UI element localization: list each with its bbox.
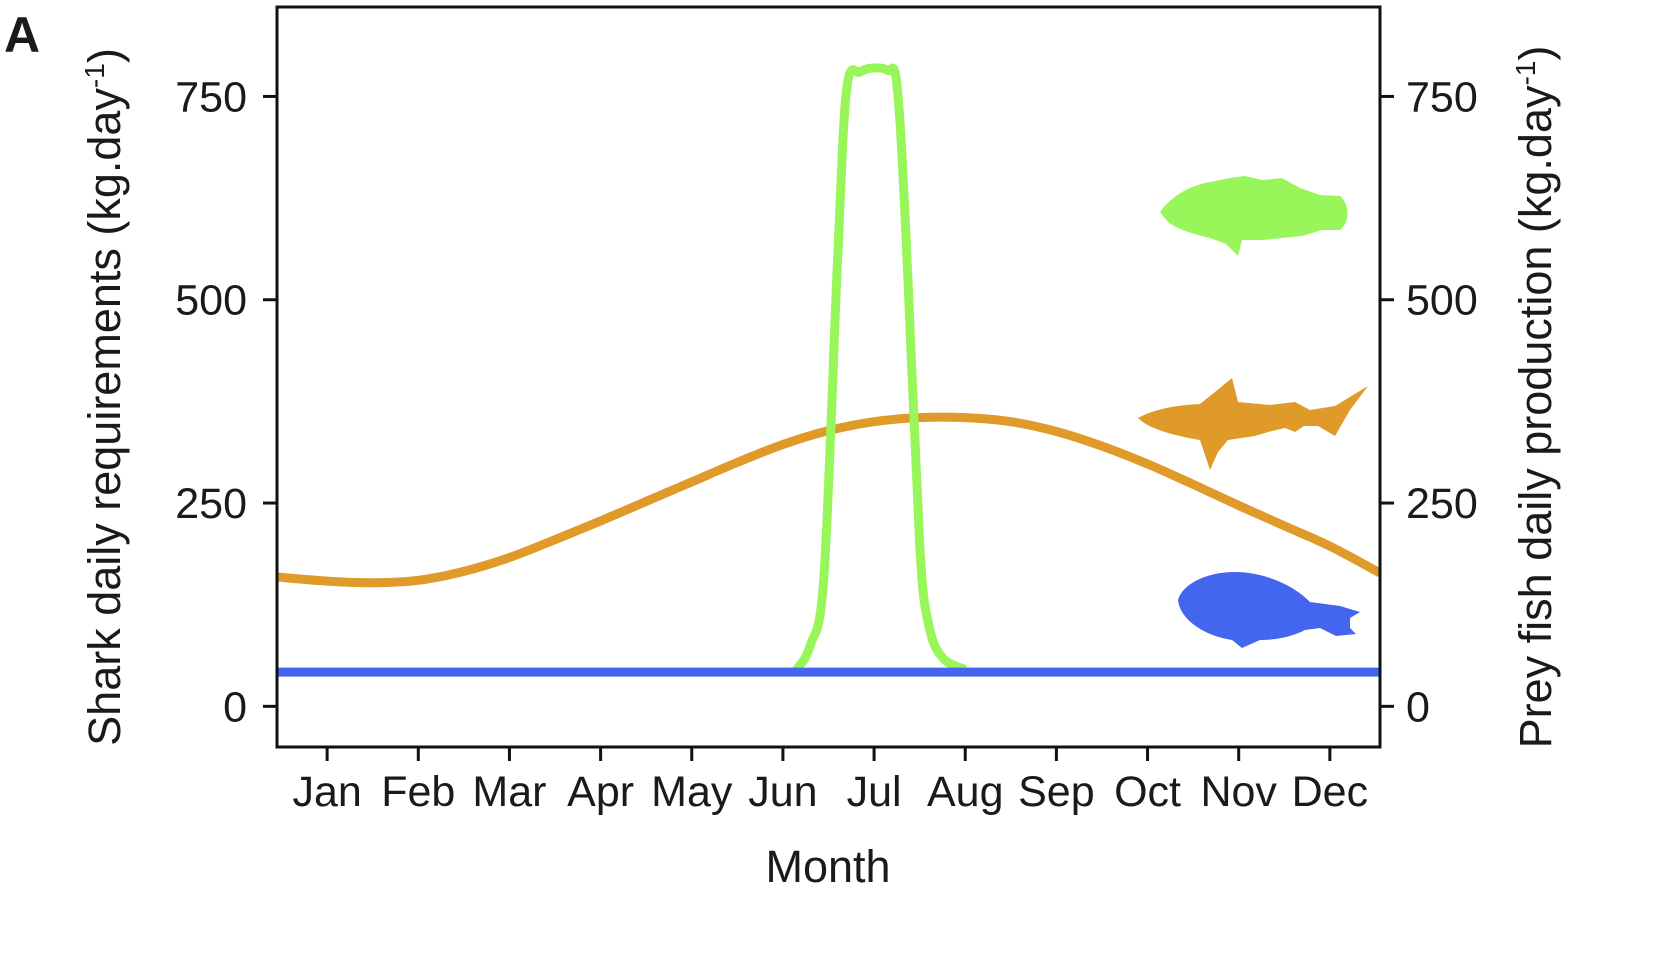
plot-frame bbox=[275, 5, 1382, 749]
y-right-tick-label: 750 bbox=[1406, 73, 1478, 121]
y-axis-right-title-superscript: -1 bbox=[1510, 61, 1541, 86]
x-tick-label: Sep bbox=[1018, 768, 1095, 816]
x-axis: Jan Feb Mar Apr May Jun Jul Aug Sep Oct Nov Dec bbox=[292, 747, 1368, 816]
x-tick-label: Oct bbox=[1114, 768, 1181, 816]
series-layer bbox=[276, 63, 1383, 677]
y-axis-right-title-close: ) bbox=[1510, 46, 1561, 61]
y-left-tick-label: 500 bbox=[175, 277, 247, 325]
x-tick-label: Feb bbox=[381, 768, 455, 816]
shark-icon bbox=[1138, 378, 1368, 470]
y-right-tick-label: 0 bbox=[1406, 683, 1430, 731]
panel-label: A bbox=[4, 7, 40, 63]
y-axis-right-title-text: Prey fish daily production (kg.day bbox=[1510, 85, 1561, 748]
series-line-grouper bbox=[792, 63, 968, 674]
x-tick-label: Nov bbox=[1200, 768, 1277, 816]
x-tick-label: Jun bbox=[748, 768, 817, 816]
y-left-tick-label: 250 bbox=[175, 480, 247, 528]
x-tick-label: Dec bbox=[1292, 768, 1368, 816]
y-axis-left-title-text: Shark daily requirements (kg.day bbox=[79, 88, 130, 746]
y-axis-left-title-close: ) bbox=[79, 48, 130, 63]
x-tick-label: Aug bbox=[927, 768, 1004, 816]
x-tick-label: Jan bbox=[292, 768, 361, 816]
y-right-tick-label: 500 bbox=[1406, 277, 1478, 325]
y-axis-left: 0 250 500 750 bbox=[175, 73, 277, 731]
x-tick-label: Jul bbox=[847, 768, 902, 816]
grouper-icon bbox=[1160, 176, 1348, 256]
y-axis-left-title: Shark daily requirements (kg.day-1) bbox=[79, 48, 130, 746]
x-tick-label: May bbox=[651, 768, 733, 816]
parrotfish-icon bbox=[1178, 572, 1360, 648]
y-axis-right-title: Prey fish daily production (kg.day-1) bbox=[1510, 46, 1561, 749]
y-right-tick-label: 250 bbox=[1406, 480, 1478, 528]
y-axis-left-title-superscript: -1 bbox=[79, 63, 110, 88]
y-axis-right: 0 250 500 750 bbox=[1380, 73, 1478, 731]
x-axis-title: Month bbox=[765, 841, 890, 892]
x-tick-label: Apr bbox=[567, 768, 634, 816]
y-left-tick-label: 750 bbox=[175, 73, 247, 121]
y-left-tick-label: 0 bbox=[223, 683, 247, 731]
x-tick-label: Mar bbox=[472, 768, 546, 816]
